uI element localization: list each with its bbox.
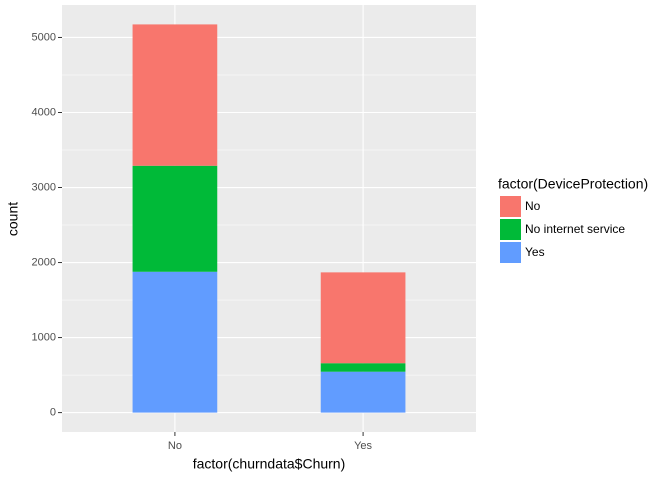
y-tick-label: 3000 <box>32 181 56 193</box>
y-axis-title: count <box>5 202 21 236</box>
legend-label: Yes <box>525 245 545 259</box>
bar-segment <box>320 371 406 413</box>
legend-key <box>500 219 521 240</box>
legend-key <box>500 196 521 217</box>
legend-key <box>500 242 521 263</box>
panel <box>62 5 476 432</box>
legend-title: factor(DeviceProtection) <box>498 176 648 192</box>
legend-label: No internet service <box>525 222 625 236</box>
y-tick-label: 2000 <box>32 256 56 268</box>
x-axis-title: factor(churndata$Churn) <box>193 456 346 472</box>
x-tick-label: Yes <box>354 440 372 452</box>
bar-segment <box>132 165 218 272</box>
bar-segment <box>132 271 218 413</box>
bar-segment <box>132 24 218 166</box>
y-tick-label: 0 <box>50 406 56 418</box>
y-tick-label: 4000 <box>32 106 56 118</box>
legend-label: No <box>525 199 541 213</box>
bar-segment <box>320 272 406 364</box>
y-tick-label: 5000 <box>32 31 56 43</box>
bar-segment <box>320 363 406 372</box>
x-tick-label: No <box>168 440 182 452</box>
y-tick-label: 1000 <box>32 331 56 343</box>
